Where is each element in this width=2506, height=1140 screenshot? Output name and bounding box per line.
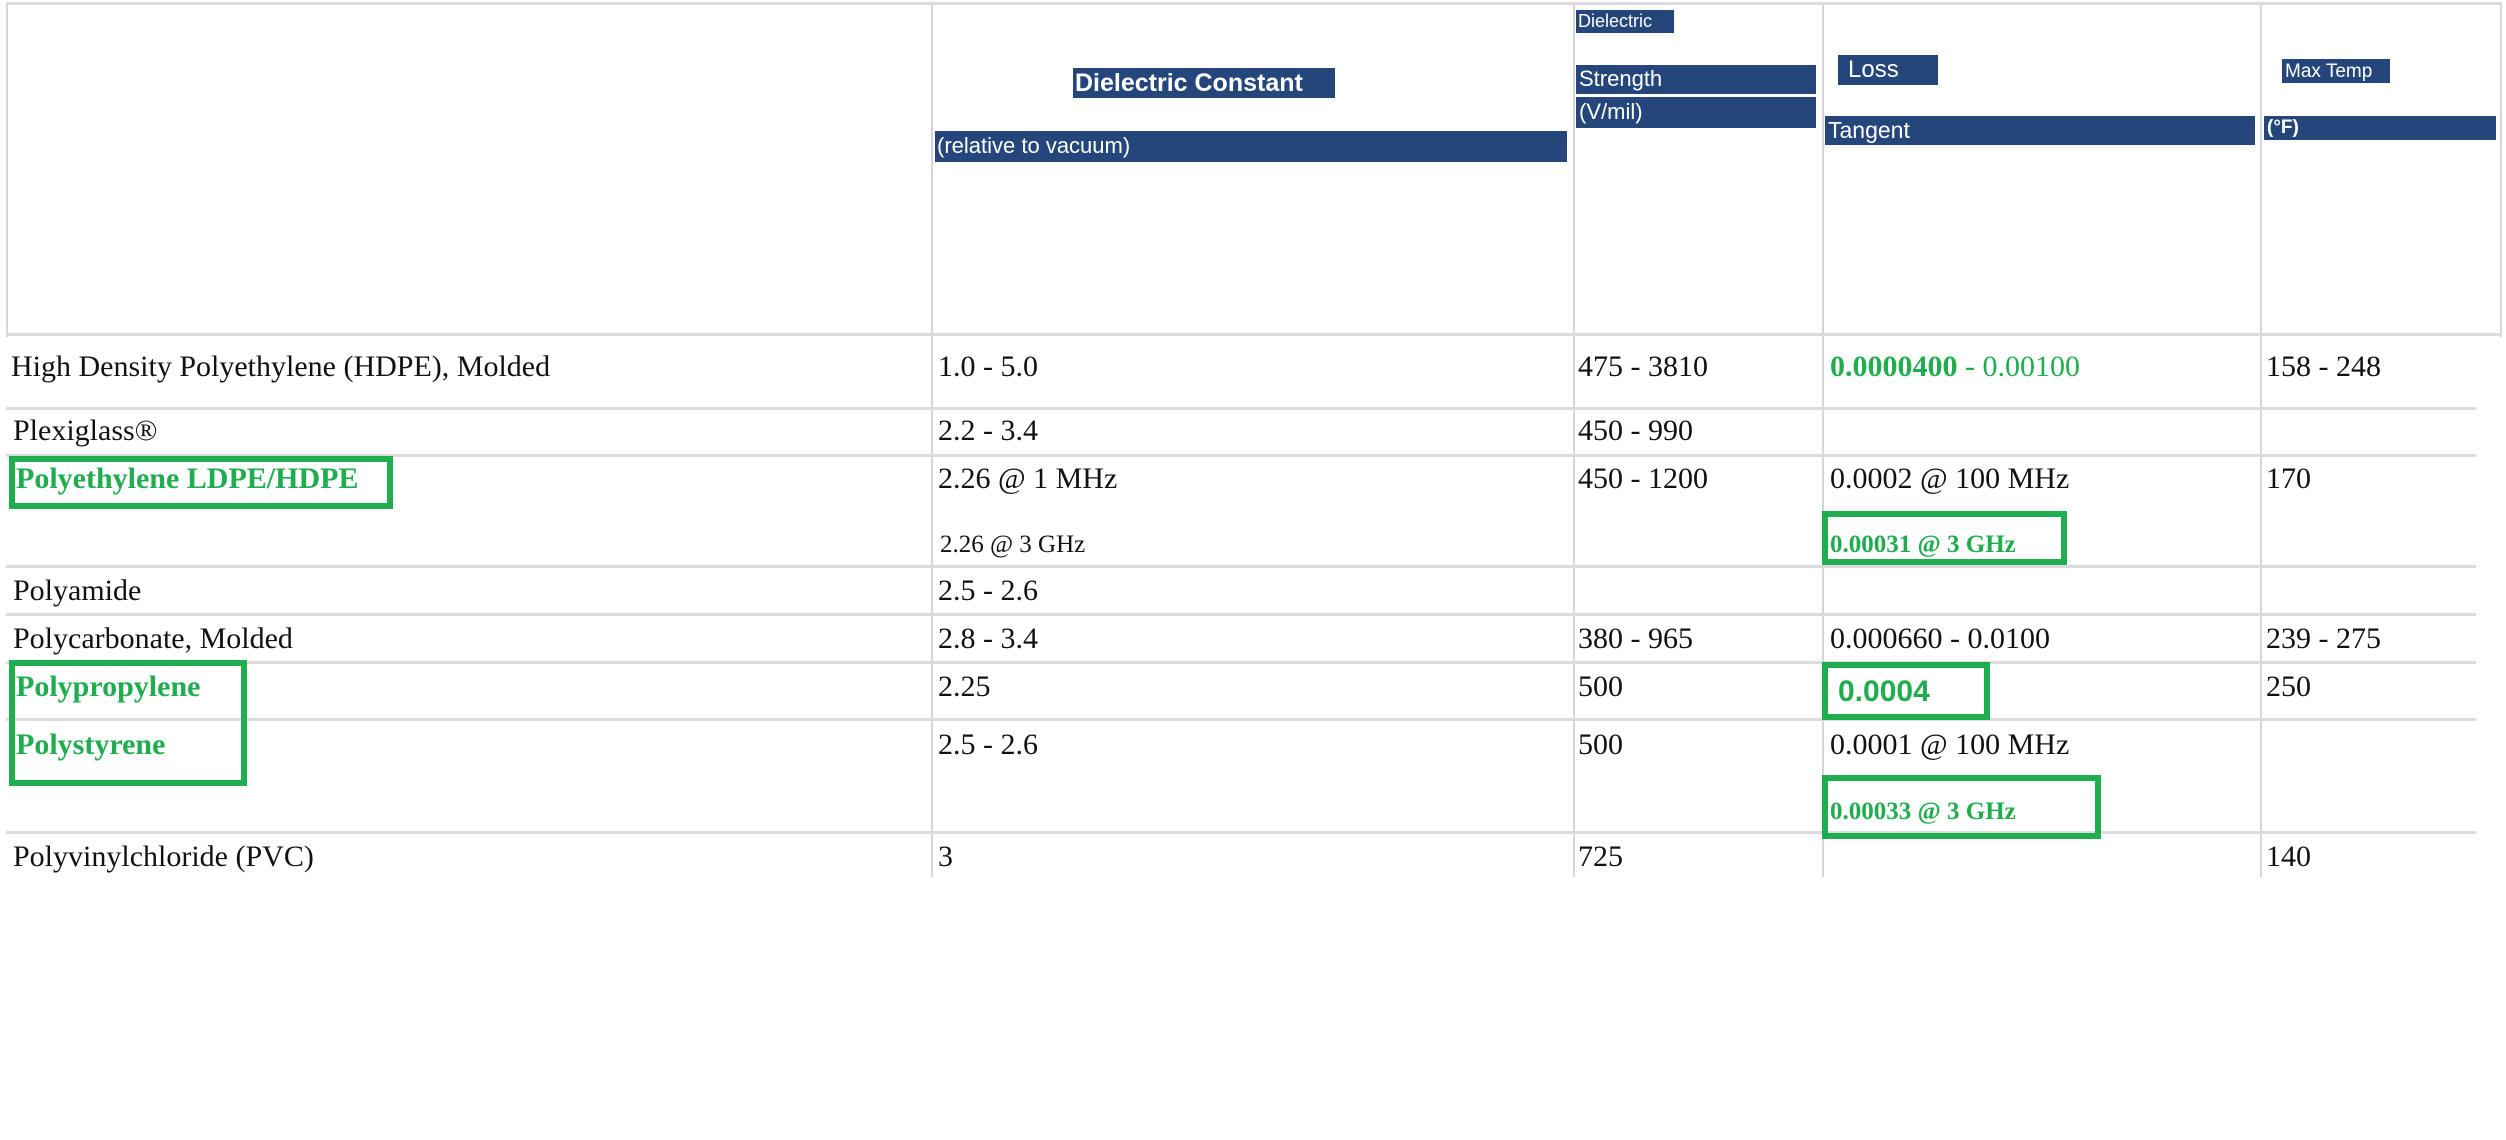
cell-loss-tangent-3ghz: 0.00031 @ 3 GHz [1830,531,2016,558]
cell-material: Polyethylene LDPE/HDPE [16,462,359,495]
cell-strength: 450 - 990 [1578,414,1693,447]
cell-max-temp: 250 [2266,670,2311,703]
cell-material: Polycarbonate, Molded [13,622,293,655]
header-max-temp: Max Temp [2282,59,2390,83]
cell-strength: 725 [1578,840,1623,873]
highlight-box-loss-3ghz-polyethylene [1822,511,2067,565]
cell-strength: 500 [1578,670,1623,703]
cell-loss-tangent: 0.0001 @ 100 MHz [1830,728,2070,761]
cell-dielectric-constant: 2.8 - 3.4 [938,622,1038,655]
cell-material: Polyamide [13,574,142,607]
cell-strength: 500 [1578,728,1623,761]
cell-material: Plexiglass® [13,414,158,447]
highlight-box-polypropylene-polystyrene [9,660,247,786]
cell-loss-tangent: 0.0004 [1838,675,1930,708]
header-dielectric-constant: Dielectric Constant [1073,68,1335,98]
cell-max-temp: 170 [2266,462,2311,495]
cell-max-temp: 140 [2266,840,2311,873]
cell-loss-tangent: 0.000660 - 0.0100 [1830,622,2050,655]
cell-material: Polyvinylchloride (PVC) [13,840,314,873]
cell-strength: 450 - 1200 [1578,462,1708,495]
loss-separator: - [1957,350,1983,383]
header-relative-to-vacuum: (relative to vacuum) [935,131,1567,162]
cell-loss-tangent-3ghz: 0.00033 @ 3 GHz [1830,798,2016,825]
header-loss: Loss [1838,55,1938,85]
cell-dielectric-constant: 2.5 - 2.6 [938,574,1038,607]
col-divider-3 [1822,2,1824,877]
cell-max-temp: 158 - 248 [2266,350,2381,383]
highlight-box-loss-polypropylene [1822,662,1990,720]
cell-loss-tangent: 0.0002 @ 100 MHz [1830,462,2070,495]
col-divider-4 [2260,2,2262,877]
loss-value-low: 0.0000400 [1830,350,1958,383]
col-divider-right [2500,2,2502,337]
loss-value-high: 0.00100 [1982,350,2081,383]
row-divider [6,831,2476,834]
row-divider [6,613,2476,616]
row-divider [6,454,2476,457]
header-strength: Strength [1576,65,1816,94]
col-divider-2 [1573,2,1575,877]
row-divider [6,407,2476,410]
cell-material: Polystyrene [16,728,166,761]
row-divider [6,718,2476,721]
row-divider [6,333,2502,336]
cell-loss-tangent: 0.0000400 - 0.00100 [1830,352,2080,382]
cell-material: Polypropylene [16,670,201,703]
cell-dielectric-constant: 3 [938,840,953,873]
cell-material: High Density Polyethylene (HDPE), Molded [11,350,551,383]
cell-max-temp: 239 - 275 [2266,622,2381,655]
col-divider-1 [931,2,933,877]
cell-dielectric-constant-3ghz: 2.26 @ 3 GHz [940,531,1086,558]
cell-dielectric-constant: 1.0 - 5.0 [938,350,1038,383]
header-v-mil: (V/mil) [1576,97,1816,128]
highlight-box-polyethylene [9,456,393,509]
row-divider [6,661,2476,664]
row-divider [6,565,2476,568]
col-divider-left [6,2,8,337]
header-dielectric: Dielectric [1576,10,1674,33]
cell-dielectric-constant: 2.5 - 2.6 [938,728,1038,761]
highlight-box-loss-3ghz-polystyrene [1822,775,2101,839]
header-tangent: Tangent [1825,116,2255,145]
cell-strength: 380 - 965 [1578,622,1693,655]
cell-dielectric-constant: 2.26 @ 1 MHz [938,462,1118,495]
cell-dielectric-constant: 2.25 [938,670,991,703]
row-divider [6,2,2502,5]
header-deg-f: (°F) [2264,116,2496,140]
cell-dielectric-constant: 2.2 - 3.4 [938,414,1038,447]
cell-strength: 475 - 3810 [1578,350,1708,383]
